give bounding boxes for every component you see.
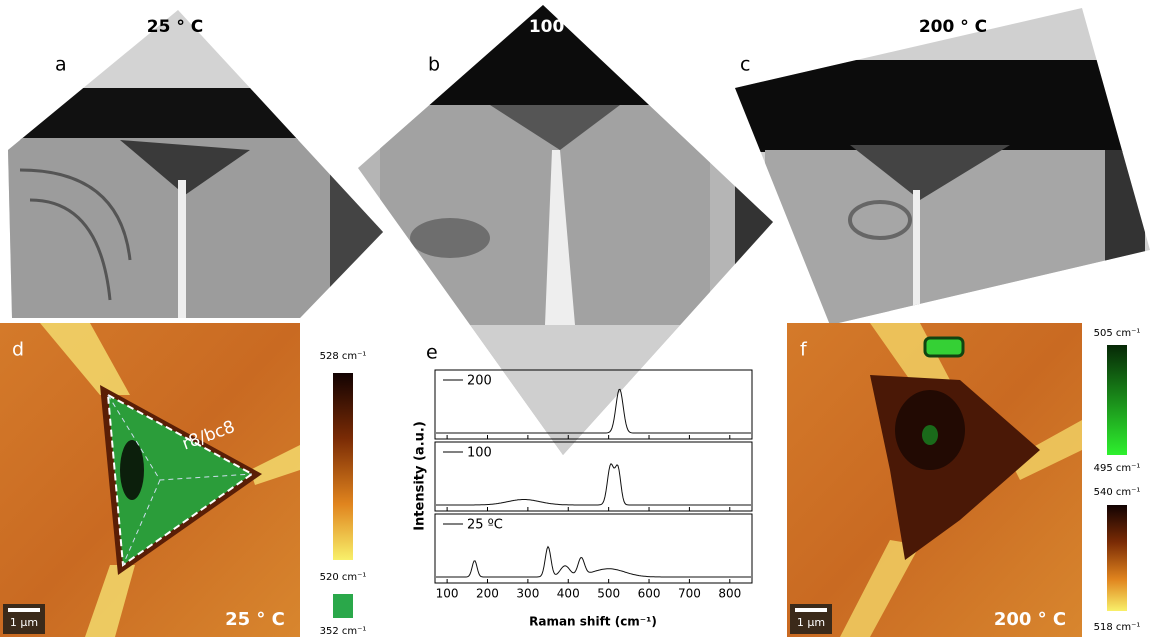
legend-label: 100 [467, 446, 492, 461]
figure: a 25 ° C b 100 ° C c 200 ° C r8/bc8 d 1 … [0, 0, 1152, 637]
temperature-label: 200 ° C [994, 609, 1066, 630]
scale-bar [8, 608, 40, 612]
panel-label: e [426, 342, 438, 364]
micrograph-a [0, 0, 400, 340]
temperature-label: 25 ° C [225, 609, 285, 630]
colorbar-label: 540 cm⁻¹ [1094, 487, 1141, 498]
colorbar-label: 505 cm⁻¹ [1094, 328, 1141, 339]
legend-label: 200 [467, 374, 492, 389]
scale-label: 1 µm [10, 616, 38, 629]
scale-bar [795, 608, 827, 612]
temperature-label: 100 ° C [529, 17, 597, 37]
x-tick-label: 200 [476, 587, 499, 601]
colorbar-label: 528 cm⁻¹ [320, 351, 367, 362]
scale-label: 1 µm [797, 616, 825, 629]
micrograph-c [720, 0, 1152, 340]
y-axis-label: Intensity (a.u.) [413, 421, 428, 531]
panel-label: d [12, 339, 24, 361]
x-tick-label: 600 [638, 587, 661, 601]
raman-map-f [787, 323, 1082, 637]
raman-map-d [0, 323, 300, 637]
x-tick-label: 700 [678, 587, 701, 601]
colorbar-label: 520 cm⁻¹ [320, 572, 367, 583]
x-tick-label: 800 [718, 587, 741, 601]
colorbar-label: 352 cm⁻¹ [320, 626, 367, 637]
x-tick-label: 500 [597, 587, 620, 601]
spectrum [436, 464, 751, 505]
temperature-label: 200 ° C [919, 17, 987, 37]
colorbar-green [333, 594, 353, 618]
micrograph-b [340, 0, 780, 465]
x-tick-label: 100 [436, 587, 459, 601]
x-tick-label: 400 [557, 587, 580, 601]
x-tick-label: 300 [516, 587, 539, 601]
colorbar [1107, 345, 1127, 455]
colorbar-label: 495 cm⁻¹ [1094, 463, 1141, 474]
panel-label: c [740, 54, 750, 76]
temperature-label: 25 ° C [147, 17, 203, 37]
colorbar [333, 373, 353, 560]
legend-label: 25 ºC [467, 518, 503, 533]
panel-label: b [428, 54, 440, 76]
x-axis-label: Raman shift (cm⁻¹) [529, 615, 657, 629]
colorbar-label: 518 cm⁻¹ [1094, 622, 1141, 633]
colorbar [1107, 505, 1127, 611]
spectrum [436, 547, 751, 577]
panel-label: a [55, 54, 67, 76]
